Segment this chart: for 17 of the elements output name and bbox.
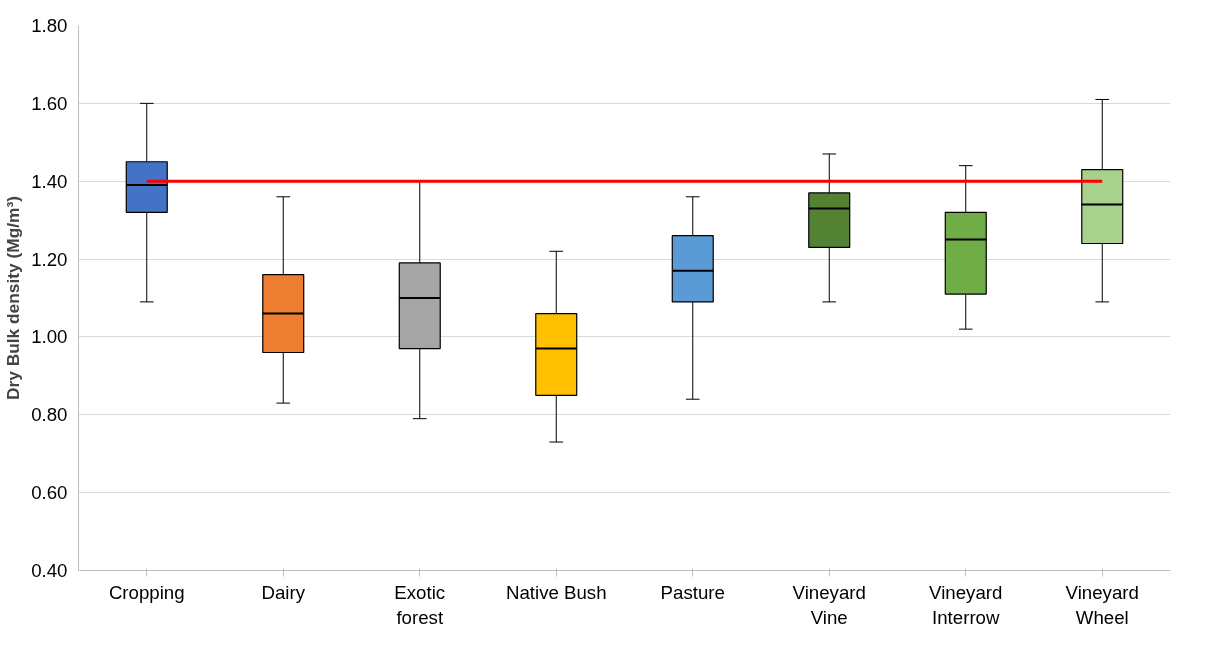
x-tick-label: Vineyard Wheel: [1065, 581, 1139, 628]
y-tick-label: 1.00: [31, 326, 68, 348]
y-tick-label: 1.40: [31, 170, 68, 192]
x-tick-label: Exotic forest: [394, 581, 446, 628]
x-tick-label: Cropping: [108, 581, 185, 603]
y-tick-label: 0.80: [31, 404, 68, 426]
y-tick-label: 1.20: [31, 248, 68, 270]
y-axis-title: Dry Bulk density (Mg/m³): [3, 195, 24, 401]
x-tick-label: Vineyard Vine: [792, 581, 866, 628]
y-tick-label: 0.60: [31, 482, 68, 504]
x-tick-label: Dairy: [261, 581, 306, 603]
x-tick-label: Pasture: [660, 581, 725, 603]
y-tick-label: 1.60: [31, 92, 68, 114]
y-tick-label: 0.40: [31, 560, 68, 581]
y-tick-label: 1.80: [31, 15, 68, 36]
x-tick-label: Vineyard Interrow: [929, 581, 1003, 628]
x-tick-label: Native Bush: [505, 581, 607, 603]
